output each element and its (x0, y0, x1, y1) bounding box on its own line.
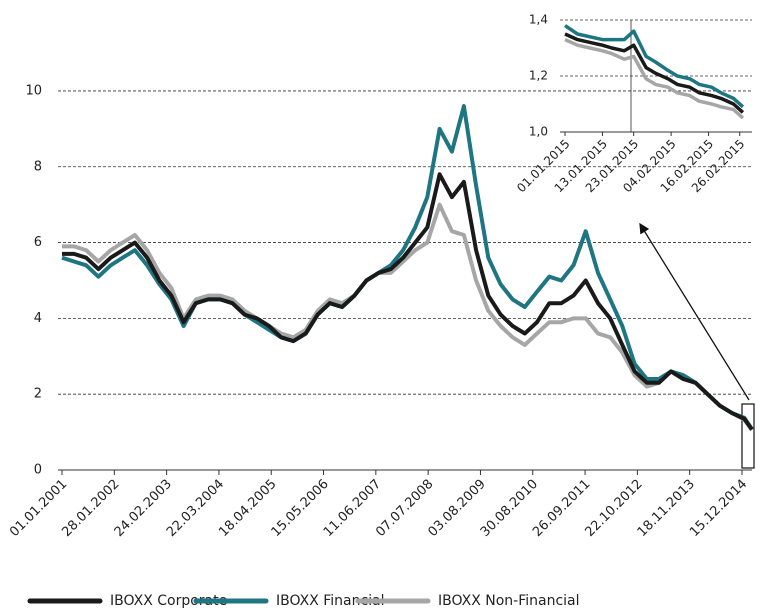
y-tick-label: 1,0 (529, 125, 548, 139)
legend-label: IBOXX Corporate (110, 593, 227, 609)
y-tick-label: 8 (34, 159, 42, 174)
zoom-box (741, 403, 755, 469)
y-tick-label: 0 (34, 463, 42, 478)
y-tick-label: 6 (34, 235, 42, 250)
series-line (62, 202, 754, 432)
zoom-arrow (639, 222, 750, 401)
series-line (564, 32, 745, 114)
series-line (61, 104, 754, 431)
legend-label: IBOXX Financial (276, 593, 385, 609)
y-tick-label: 4 (34, 311, 42, 326)
series-line (62, 172, 754, 431)
y-tick-label: 2 (34, 387, 42, 402)
y-tick-label: 1,2 (529, 69, 548, 83)
series-line (564, 24, 745, 109)
legend-label: IBOXX Non-Financial (438, 593, 580, 609)
y-tick-label: 10 (25, 83, 42, 98)
series-line (564, 38, 745, 120)
y-tick-label: 1,4 (529, 13, 548, 27)
